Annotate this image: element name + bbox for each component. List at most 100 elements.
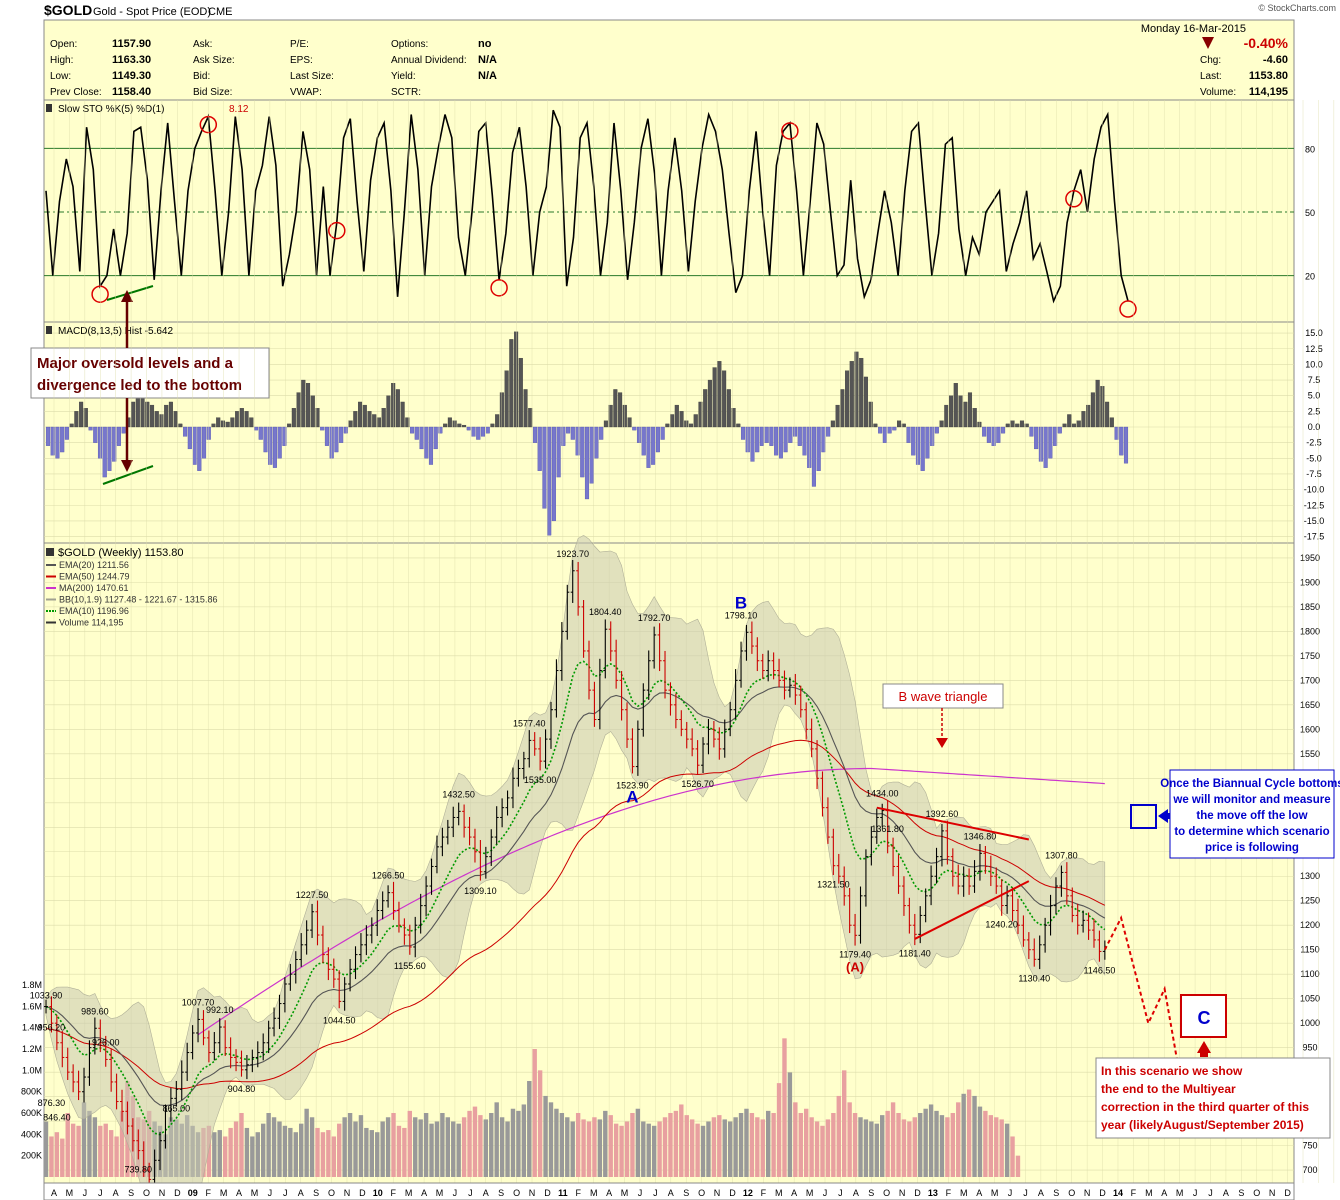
price-label: 876.30 <box>38 1098 66 1108</box>
volume-bar <box>478 1115 483 1177</box>
macd-hist-bar <box>589 426 594 484</box>
price-label: 846.40 <box>43 1112 71 1122</box>
price-label: 989.60 <box>81 1006 109 1016</box>
price-tick: 1150 <box>1300 945 1319 955</box>
macd-hist-bar <box>674 404 679 428</box>
x-tick: S <box>1053 1188 1059 1198</box>
volume-bar <box>250 1136 255 1177</box>
legend-entry: BB(10,1.9) 1127.48 - 1221.67 - 1315.86 <box>59 595 217 605</box>
macd-hist-bar <box>958 395 963 428</box>
macd-hist-bar <box>1119 426 1124 456</box>
macd-hist-bar <box>372 414 377 428</box>
macd-hist-bar <box>272 426 277 468</box>
arrow-left-icon <box>1158 809 1175 823</box>
price-tick: 1800 <box>1300 626 1320 636</box>
volume-bar <box>679 1104 684 1177</box>
volume-bar <box>809 1117 814 1177</box>
macd-hist-bar <box>173 411 178 428</box>
price-tick: 1750 <box>1300 651 1320 661</box>
x-tick: O <box>1253 1188 1260 1198</box>
volume-bar <box>385 1117 391 1177</box>
price-panel: 7007508008509009501000105011001150120012… <box>21 100 1340 1200</box>
macd-hist-bar <box>797 426 802 446</box>
macd-hist-bar <box>225 421 230 428</box>
macd-hist-bar <box>490 423 495 428</box>
volume-bar <box>999 1119 1004 1177</box>
macd-hist-bar <box>64 426 69 440</box>
x-tick: F <box>205 1188 211 1198</box>
macd-hist-bar <box>277 426 282 459</box>
volume-bar <box>537 1070 543 1177</box>
x-tick: S <box>128 1188 134 1198</box>
volume-bar <box>673 1110 679 1177</box>
macd-hist-bar <box>679 411 684 428</box>
volume-bar <box>266 1113 271 1177</box>
price-label: 1033.90 <box>30 991 63 1001</box>
volume-bar <box>103 1123 108 1177</box>
macd-hist-bar <box>88 426 93 431</box>
x-tick: A <box>483 1188 489 1198</box>
price-label: 1392.60 <box>926 809 959 819</box>
macd-hist-bar <box>603 420 608 428</box>
x-tick: M <box>66 1188 74 1198</box>
macd-hist-bar <box>660 426 665 440</box>
volume-bar <box>820 1125 825 1177</box>
price-label: 904.80 <box>228 1084 256 1094</box>
macd-hist-bar <box>1029 426 1034 437</box>
triangle-note: B wave triangle <box>899 689 988 704</box>
x-tick: J <box>1023 1188 1028 1198</box>
x-tick: 13 <box>928 1188 938 1198</box>
volume-bar <box>516 1110 521 1177</box>
volume-bar <box>499 1117 505 1177</box>
price-label: 1535.00 <box>524 775 557 785</box>
volume-bar <box>60 1138 65 1177</box>
sto-line <box>45 109 1129 304</box>
price-tick: 1550 <box>1300 749 1320 759</box>
macd-hist-bar <box>339 426 344 443</box>
x-tick: M <box>220 1188 228 1198</box>
price-tick: 1850 <box>1300 602 1320 612</box>
macd-tick: 5.0 <box>1308 391 1321 401</box>
macd-hist-bar <box>220 420 225 428</box>
macd-tick: -7.5 <box>1306 469 1322 479</box>
macd-hist-bar <box>1015 423 1020 428</box>
macd-hist-bar <box>466 426 471 431</box>
macd-hist-bar <box>967 392 973 428</box>
price-label: 1146.50 <box>1083 965 1115 975</box>
price-label: 956.20 <box>38 1023 66 1033</box>
macd-hist-bar <box>249 417 254 428</box>
macd-hist-bar <box>287 423 292 428</box>
macd-hist-bar <box>121 426 126 434</box>
macd-hist-bar <box>197 426 202 471</box>
stat-value: N/A <box>478 54 497 66</box>
price-label: 1179.40 <box>839 949 871 959</box>
stats-table: Open: 1157.90 High: 1163.30 Low: 1149.30 Prev … <box>50 38 497 98</box>
oversold-circle <box>1065 190 1083 208</box>
volume-bar <box>722 1119 727 1177</box>
macd-hist-bar <box>235 411 240 428</box>
cycle-note-box <box>1169 769 1335 859</box>
stats-panel <box>43 19 1295 101</box>
wave-label: (A) <box>846 959 864 974</box>
stat-label: Last Size: <box>290 71 334 82</box>
macd-hist-bar <box>575 426 580 456</box>
macd-hist-bar <box>457 423 462 428</box>
volume-bar <box>586 1121 592 1177</box>
price-legend-swatch <box>46 548 54 556</box>
stat-value: 1157.90 <box>112 38 151 50</box>
ema20-line <box>45 686 1106 1107</box>
x-tick: M <box>436 1188 444 1198</box>
macd-hist-bar <box>55 426 60 459</box>
x-tick: S <box>498 1188 504 1198</box>
macd-hist-bar <box>69 423 74 428</box>
macd-hist-bar <box>953 383 958 428</box>
x-tick: A <box>51 1188 57 1198</box>
macd-hist-bar <box>934 426 939 434</box>
macd-hist-bar <box>882 426 887 443</box>
volume-bar <box>651 1125 657 1177</box>
macd-hist-bar <box>1090 392 1095 428</box>
macd-hist-bar <box>915 426 921 465</box>
macd-hist-bar <box>443 423 448 428</box>
macd-hist-bar <box>296 392 301 428</box>
